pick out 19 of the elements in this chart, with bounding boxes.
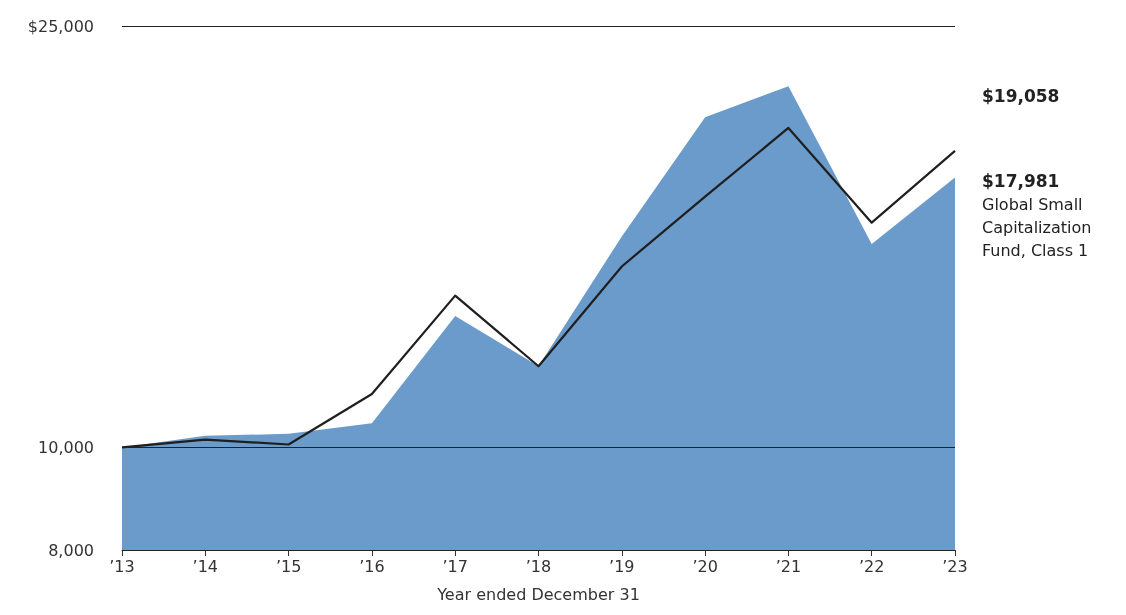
x-tick-label: ’22 (858, 556, 885, 576)
x-tick-label: ’15 (275, 556, 302, 576)
line-series (120, 126, 957, 449)
data-label: $17,981 (982, 171, 1060, 192)
x-tick-label: ’18 (525, 556, 552, 576)
x-tick-label: ’23 (942, 556, 968, 576)
series-label: Global Small Capitalization Fund, Class 1 (982, 195, 1092, 261)
x-axis-title: Year ended December 31 (436, 584, 640, 604)
x-tick-label: ’17 (442, 556, 468, 576)
x-tick-label: ’19 (609, 556, 635, 576)
x-tick-label: ’21 (775, 556, 802, 576)
x-tick-label: ’13 (109, 556, 135, 576)
y-tick-label: 10,000 (38, 437, 94, 457)
x-tick-label: ’20 (692, 556, 718, 576)
y-tick-label: $25,000 (27, 16, 94, 36)
x-tick-label: ’14 (192, 556, 219, 576)
y-tick-label: 8,000 (48, 540, 94, 560)
data-label: $19,058 (982, 85, 1060, 106)
x-tick-label: ’16 (359, 556, 385, 576)
